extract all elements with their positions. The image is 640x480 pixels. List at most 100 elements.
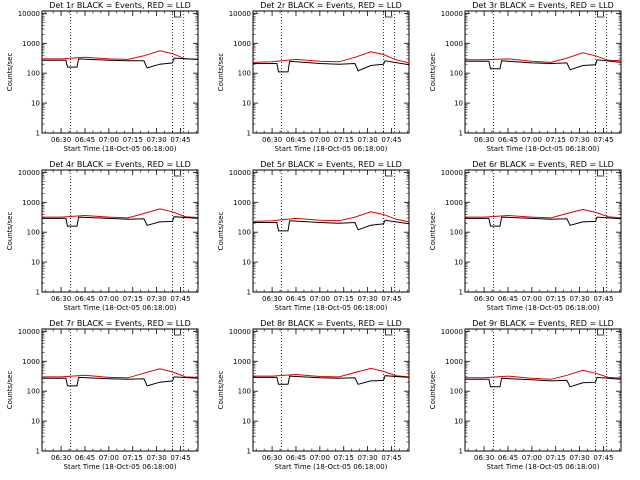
x-tick-label: 06:30 — [51, 295, 71, 303]
y-axis-label: Counts/sec — [6, 212, 14, 251]
y-tick-label: 100 — [450, 229, 463, 237]
bracket-mark — [597, 329, 605, 336]
x-tick-label: 07:45 — [381, 454, 401, 462]
y-tick-label: 1000 — [22, 358, 40, 366]
y-tick-label: 10000 — [441, 328, 463, 336]
x-tick-label: 07:15 — [123, 136, 143, 144]
chart-panel: Det 4r BLACK = Events, RED = LLD 1 10 100 10… — [6, 160, 199, 312]
y-tick-label: 10000 — [441, 10, 463, 18]
y-tick-label: 1000 — [445, 40, 463, 48]
plot-frame — [252, 10, 410, 134]
y-tick-label: 10000 — [18, 328, 40, 336]
y-tick-label: 10000 — [229, 169, 251, 177]
y-axis-label: Counts/sec — [429, 212, 437, 251]
x-tick-label: 06:30 — [474, 454, 494, 462]
bracket-mark — [385, 170, 393, 177]
x-tick-label: 07:30 — [570, 295, 590, 303]
x-tick-label: 06:45 — [286, 454, 306, 462]
y-tick-label: 10 — [31, 100, 40, 108]
x-tick-label: 07:30 — [147, 454, 167, 462]
y-tick-label: 10 — [31, 259, 40, 267]
y-tick-label: 100 — [450, 388, 463, 396]
panel-title: Det 9r BLACK = Events, RED = LLD — [472, 319, 614, 328]
x-axis-label: Start Time (18-Oct-05 06:18:00) — [64, 304, 177, 312]
y-tick-label: 10 — [454, 100, 463, 108]
x-tick-label: 07:00 — [99, 454, 119, 462]
y-axis-label: Counts/sec — [429, 371, 437, 410]
x-tick-label: 06:45 — [498, 454, 518, 462]
x-tick-label: 06:45 — [498, 136, 518, 144]
panel-title: Det 5r BLACK = Events, RED = LLD — [260, 160, 402, 169]
panel-title: Det 2r BLACK = Events, RED = LLD — [260, 1, 402, 10]
y-tick-label: 10 — [454, 418, 463, 426]
x-tick-label: 07:15 — [546, 136, 566, 144]
plot-frame — [41, 169, 199, 293]
y-tick-label: 1 — [459, 289, 463, 297]
x-tick-label: 07:45 — [593, 454, 613, 462]
y-tick-label: 1000 — [233, 358, 251, 366]
y-tick-label: 10000 — [229, 328, 251, 336]
plot-frame — [464, 169, 622, 293]
series-line — [42, 216, 199, 227]
y-tick-label: 1 — [36, 130, 40, 138]
x-tick-label: 06:45 — [498, 295, 518, 303]
x-tick-label: 07:15 — [334, 454, 354, 462]
x-tick-label: 07:15 — [546, 454, 566, 462]
y-tick-label: 10 — [242, 259, 251, 267]
y-tick-label: 1 — [36, 289, 40, 297]
y-tick-label: 10 — [242, 100, 251, 108]
y-tick-label: 1000 — [22, 199, 40, 207]
series-line — [252, 211, 410, 223]
x-axis-label: Start Time (18-Oct-05 06:18:00) — [487, 145, 600, 153]
y-axis-label: Counts/sec — [217, 53, 225, 92]
x-tick-label: 06:30 — [474, 295, 494, 303]
y-tick-label: 100 — [238, 70, 251, 78]
y-tick-label: 100 — [27, 229, 40, 237]
x-tick-label: 07:15 — [123, 454, 143, 462]
panel-title: Det 7r BLACK = Events, RED = LLD — [49, 319, 191, 328]
plot-frame — [252, 328, 410, 452]
y-tick-label: 1 — [247, 289, 251, 297]
x-tick-label: 07:45 — [593, 295, 613, 303]
x-tick-label: 06:45 — [286, 295, 306, 303]
chart-panel: Det 3r BLACK = Events, RED = LLD 1 10 100 10… — [429, 1, 622, 153]
plot-frame — [464, 328, 622, 452]
x-tick-label: 06:30 — [262, 136, 282, 144]
series-line — [42, 376, 199, 387]
x-tick-label: 07:15 — [334, 136, 354, 144]
series-line — [253, 367, 410, 378]
chart-panel: Det 5r BLACK = Events, RED = LLD 1 10 100 10… — [217, 160, 410, 312]
y-axis-label: Counts/sec — [6, 53, 14, 92]
series-line — [465, 59, 622, 71]
chart-panel: Det 6r BLACK = Events, RED = LLD 1 10 100 10… — [429, 160, 622, 312]
plot-frame — [41, 10, 199, 134]
x-tick-label: 06:45 — [75, 454, 95, 462]
series-line — [465, 208, 622, 219]
x-tick-label: 07:30 — [570, 136, 590, 144]
x-tick-label: 07:30 — [147, 295, 167, 303]
x-axis-label: Start Time (18-Oct-05 06:18:00) — [487, 463, 600, 471]
y-axis-label: Counts/sec — [6, 371, 14, 410]
y-tick-label: 100 — [27, 70, 40, 78]
panel-title: Det 8r BLACK = Events, RED = LLD — [260, 319, 402, 328]
x-axis-label: Start Time (18-Oct-05 06:18:00) — [275, 463, 388, 471]
x-tick-label: 07:00 — [99, 295, 119, 303]
x-tick-label: 07:45 — [381, 136, 401, 144]
series-line — [42, 57, 199, 69]
panel-title: Det 6r BLACK = Events, RED = LLD — [472, 160, 614, 169]
series-line — [465, 216, 622, 227]
series-line — [253, 219, 410, 232]
series-line — [253, 375, 410, 385]
y-axis-label: Counts/sec — [217, 371, 225, 410]
x-tick-label: 06:30 — [474, 136, 494, 144]
chart-panel: Det 9r BLACK = Events, RED = LLD 1 10 100 10… — [429, 319, 622, 471]
x-axis-label: Start Time (18-Oct-05 06:18:00) — [64, 145, 177, 153]
x-axis-label: Start Time (18-Oct-05 06:18:00) — [275, 304, 388, 312]
x-tick-label: 07:30 — [358, 136, 378, 144]
y-tick-label: 1 — [36, 448, 40, 456]
y-tick-label: 100 — [238, 229, 251, 237]
x-tick-label: 07:15 — [546, 295, 566, 303]
x-tick-label: 06:45 — [75, 295, 95, 303]
x-tick-label: 07:30 — [358, 295, 378, 303]
x-tick-label: 06:30 — [262, 454, 282, 462]
